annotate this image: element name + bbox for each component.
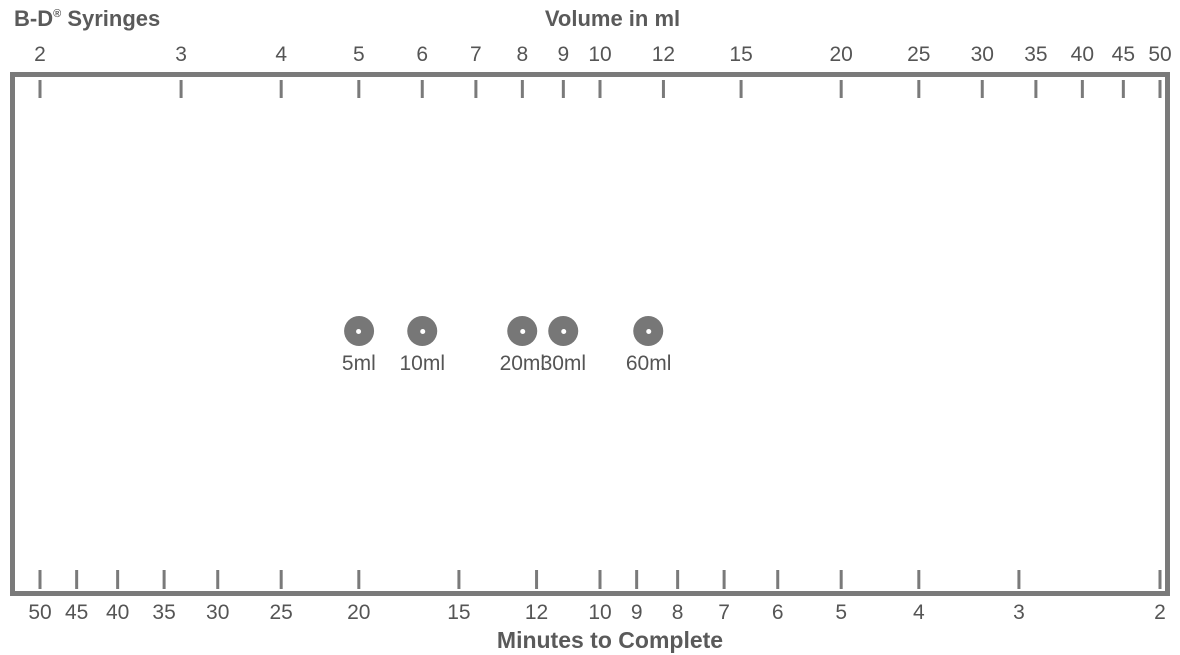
top-tick-label: 5 — [352, 43, 365, 66]
bottom-tick-label: 40 — [105, 601, 130, 624]
brand-name: B-D — [14, 6, 54, 31]
bottom-tick-label: 35 — [152, 601, 176, 624]
syringe-dot-icon — [407, 316, 438, 346]
top-tick-label: 6 — [416, 43, 429, 66]
syringe-label: 5ml — [341, 352, 376, 375]
top-tick-label: 8 — [516, 43, 529, 66]
bottom-tick-label: 6 — [771, 601, 784, 624]
registered-mark: ® — [53, 8, 62, 20]
top-tick-label: 25 — [907, 43, 931, 66]
syringe-label: 30ml — [540, 352, 587, 375]
syringe-dot-icon — [548, 316, 579, 346]
bottom-tick-label: 12 — [524, 601, 549, 624]
chart-frame — [10, 72, 1170, 596]
top-tick-label: 9 — [557, 43, 570, 66]
bottom-tick-label: 5 — [835, 601, 848, 624]
syringe-dot-icon — [343, 316, 374, 346]
syringe-marker: 60ml — [625, 316, 672, 376]
syringe-label: 60ml — [625, 352, 672, 375]
brand-title: B-D® Syringes — [14, 6, 160, 32]
syringe-dot-icon — [507, 316, 538, 346]
bottom-tick-label: 7 — [718, 601, 730, 624]
bottom-tick-label: 10 — [588, 601, 612, 624]
brand-product: Syringes — [61, 6, 161, 31]
top-tick-label: 15 — [729, 43, 753, 66]
bottom-tick-label: 3 — [1013, 601, 1025, 624]
bottom-tick-label: 25 — [269, 601, 293, 624]
syringe-label: 10ml — [399, 352, 446, 375]
bottom-tick-label: 9 — [630, 601, 643, 624]
top-tick-label: 50 — [1148, 43, 1172, 66]
bottom-tick-label: 8 — [671, 601, 684, 624]
bottom-tick-label: 30 — [206, 601, 230, 624]
top-tick-label: 7 — [470, 43, 482, 66]
top-tick-label: 30 — [970, 43, 994, 66]
bottom-tick-label: 20 — [347, 601, 371, 624]
top-tick-label: 12 — [651, 43, 676, 66]
syringe-marker: 5ml — [342, 316, 376, 376]
syringe-marker: 10ml — [399, 316, 445, 376]
syringe-marker: 30ml — [540, 316, 587, 376]
top-tick-label: 4 — [275, 43, 288, 66]
bottom-tick-label: 45 — [64, 601, 89, 624]
bottom-tick-label: 2 — [1154, 601, 1166, 624]
bottom-tick-label: 15 — [447, 601, 471, 624]
bottom-tick-label: 50 — [28, 601, 52, 624]
syringe-marker: 20ml — [499, 316, 546, 376]
bottom-tick-label: 4 — [912, 601, 925, 624]
top-tick-label: 35 — [1024, 43, 1048, 66]
top-tick-label: 10 — [588, 43, 612, 66]
top-tick-label: 40 — [1070, 43, 1095, 66]
volume-axis-title: Volume in ml — [544, 6, 681, 31]
top-tick-label: 3 — [175, 43, 187, 66]
top-tick-label: 45 — [1111, 43, 1136, 66]
minutes-axis-title: Minutes to Complete — [496, 627, 724, 653]
syringe-label: 20ml — [499, 352, 546, 375]
top-tick-label: 2 — [34, 43, 46, 66]
top-tick-label: 20 — [829, 43, 853, 66]
syringe-dot-icon — [633, 316, 664, 346]
